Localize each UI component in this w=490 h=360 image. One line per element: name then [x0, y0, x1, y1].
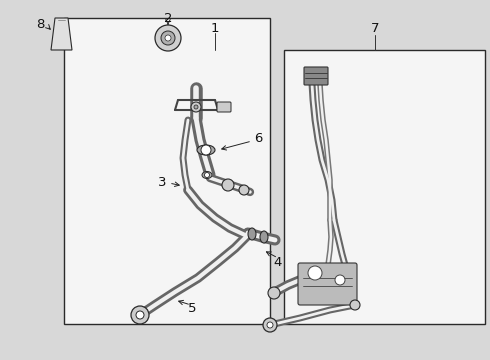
Text: 7: 7	[371, 22, 379, 35]
Ellipse shape	[197, 145, 215, 155]
Ellipse shape	[260, 231, 268, 243]
FancyBboxPatch shape	[217, 102, 231, 112]
Text: 5: 5	[188, 302, 196, 315]
Bar	[64, 18, 270, 324]
Text: 6: 6	[254, 131, 262, 144]
FancyBboxPatch shape	[298, 263, 357, 305]
Ellipse shape	[248, 228, 256, 240]
Bar	[284, 50, 485, 324]
Circle shape	[204, 172, 210, 177]
Text: 4: 4	[274, 256, 282, 269]
Circle shape	[136, 311, 144, 319]
Circle shape	[194, 105, 198, 109]
Circle shape	[308, 266, 322, 280]
Text: 3: 3	[158, 176, 166, 189]
Ellipse shape	[202, 171, 212, 179]
Text: 1: 1	[211, 22, 219, 35]
Circle shape	[268, 287, 280, 299]
Circle shape	[155, 25, 181, 51]
Circle shape	[267, 322, 273, 328]
Circle shape	[191, 102, 201, 112]
Circle shape	[239, 185, 249, 195]
Text: 2: 2	[164, 12, 172, 24]
Polygon shape	[51, 18, 72, 50]
Circle shape	[350, 300, 360, 310]
Circle shape	[201, 145, 211, 155]
Circle shape	[161, 31, 175, 45]
Text: 8: 8	[36, 18, 44, 31]
Circle shape	[131, 306, 149, 324]
Circle shape	[263, 318, 277, 332]
Circle shape	[165, 35, 171, 41]
Circle shape	[335, 275, 345, 285]
Circle shape	[222, 179, 234, 191]
FancyBboxPatch shape	[304, 67, 328, 85]
